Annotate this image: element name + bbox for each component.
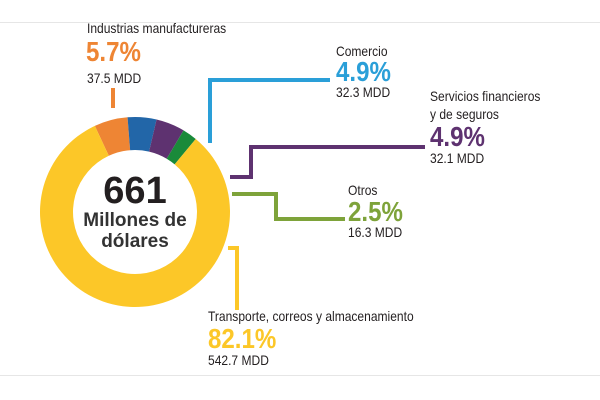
label-manufactureras: Industrias manufactureras [87, 20, 227, 36]
leader-line-comercio [208, 78, 330, 143]
center-total: 661 [103, 170, 167, 212]
value-transporte: 542.7 MDD [208, 352, 269, 368]
percent-comercio: 4.9% [336, 56, 391, 87]
value-manufactureras: 37.5 MDD [87, 70, 142, 86]
value-servicios: 32.1 MDD [430, 150, 485, 166]
donut-slice-2 [149, 119, 184, 159]
label-servicios-line2: y de seguros [430, 106, 499, 122]
label-comercio: Comercio [336, 43, 388, 59]
donut-slice-4 [39, 125, 230, 307]
label-otros: Otros [348, 182, 378, 198]
percent-manufactureras: 5.7% [86, 36, 141, 67]
percent-transporte: 82.1% [208, 323, 277, 354]
leader-line-transporte [228, 246, 239, 310]
donut-slice-3 [166, 130, 196, 165]
donut-center: 661 Millones de dólares [75, 172, 195, 252]
percent-otros: 2.5% [348, 196, 403, 227]
donut-slice-0 [94, 117, 131, 156]
top-divider [0, 22, 600, 23]
bottom-divider [0, 375, 600, 376]
value-comercio: 32.3 MDD [336, 84, 391, 100]
leader-line-otros [232, 192, 345, 221]
donut-slice-1 [127, 117, 157, 152]
label-transporte: Transporte, correos y almacenamiento [208, 308, 414, 324]
label-servicios-line1: Servicios financieros [430, 88, 541, 104]
center-label: Millones de dólares [83, 210, 187, 252]
percent-servicios: 4.9% [430, 121, 485, 152]
leader-line-servicios [230, 145, 425, 179]
value-otros: 16.3 MDD [348, 224, 403, 240]
